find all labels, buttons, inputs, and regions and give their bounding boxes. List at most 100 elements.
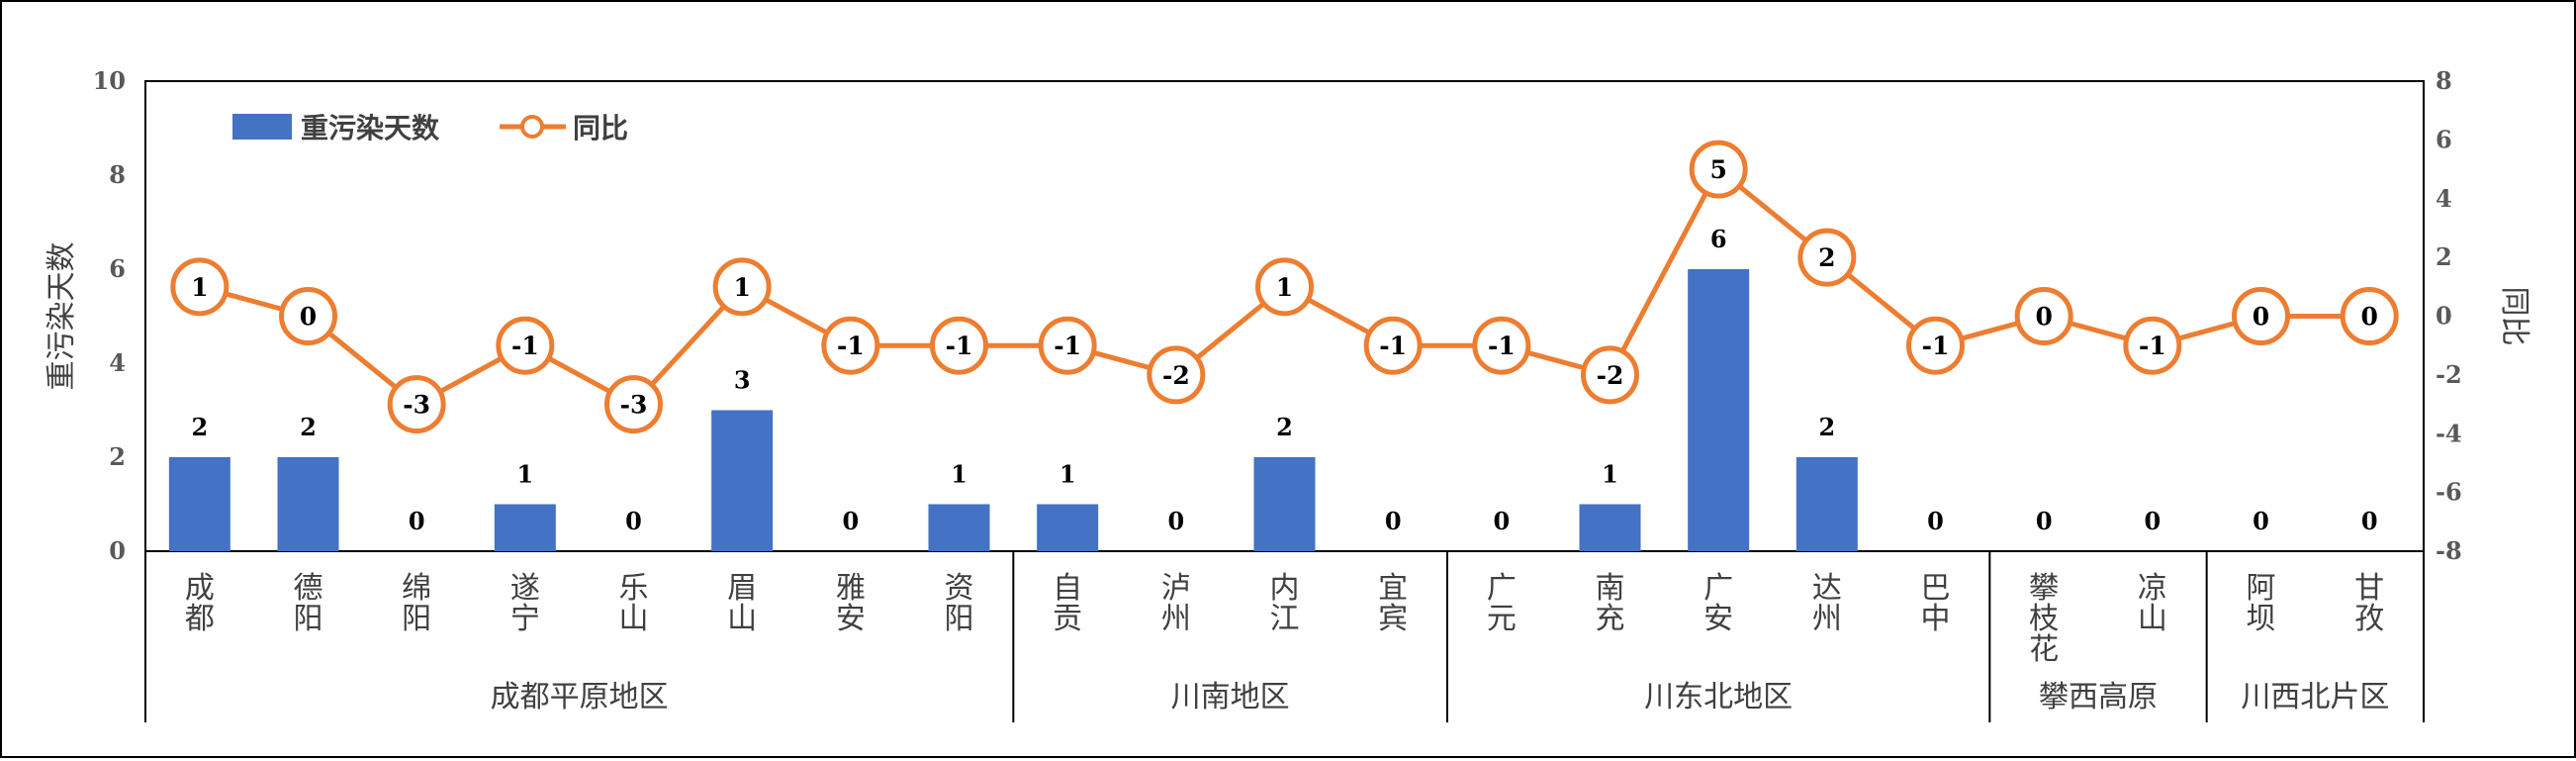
bar	[494, 504, 556, 551]
yoy-marker	[1472, 316, 1531, 375]
yoy-marker	[1147, 345, 1206, 405]
legend-label-line: 同比	[573, 112, 628, 144]
yoy-value-label: -3	[620, 391, 648, 420]
bar-value-label: 3	[734, 366, 751, 395]
yoy-value-label: -1	[946, 332, 973, 360]
x-category-label: 州	[1812, 602, 1842, 636]
x-category-label: 充	[1596, 602, 1625, 636]
bar-value-label: 2	[300, 413, 317, 441]
x-category-label: 江	[1270, 602, 1300, 636]
y-right-tick-label: -2	[2436, 360, 2462, 389]
x-category-label: 成	[185, 571, 215, 606]
x-category-label: 山	[619, 602, 649, 636]
yoy-marker	[712, 257, 772, 317]
y-right-tick-label: 0	[2436, 302, 2452, 331]
x-category-label: 宁	[510, 602, 540, 636]
x-category-label: 自	[1053, 571, 1082, 606]
x-category-label: 贡	[1053, 602, 1082, 636]
yoy-marker	[1038, 316, 1097, 375]
bar	[928, 504, 990, 551]
yoy-marker	[1906, 316, 1965, 375]
y-left-tick-label: 10	[93, 66, 126, 95]
legend-bar-swatch	[232, 114, 292, 140]
x-category-label: 甘	[2354, 571, 2384, 606]
yoy-marker	[2123, 316, 2182, 375]
x-category-label: 阳	[402, 602, 431, 636]
yoy-value-label: 0	[2253, 303, 2269, 332]
y-right-tick-label: -4	[2436, 419, 2462, 447]
x-category-label: 南	[1596, 571, 1625, 606]
x-category-label: 州	[1161, 602, 1191, 636]
yoy-value-label: -1	[1922, 332, 1950, 360]
yoy-value-label: 1	[191, 273, 208, 302]
yoy-value-label: 5	[1709, 155, 1726, 184]
yoy-marker	[604, 375, 663, 434]
x-category-label: 广	[1487, 571, 1517, 606]
bar-value-label: 0	[842, 507, 859, 535]
yoy-marker	[2232, 287, 2290, 345]
x-category-label: 德	[294, 571, 323, 606]
yoy-marker	[821, 316, 880, 375]
bar-value-label: 0	[2361, 507, 2378, 535]
x-category-label: 眉	[727, 571, 757, 606]
x-category-label: 安	[1703, 602, 1733, 636]
bar-value-label: 0	[1167, 507, 1184, 535]
bar-value-label: 0	[2144, 507, 2161, 535]
bar	[168, 457, 230, 551]
yoy-marker	[170, 257, 230, 317]
x-category-label: 山	[2138, 602, 2167, 636]
bar-value-label: 0	[1385, 507, 1402, 535]
yoy-marker	[1255, 257, 1314, 317]
x-category-label: 宜	[1378, 571, 1408, 606]
bar	[1688, 269, 1750, 551]
x-category-label: 乐	[619, 571, 649, 606]
yoy-value-label: -1	[1488, 332, 1516, 360]
bar-value-label: 0	[409, 507, 425, 535]
legend: 重污染天数 同比	[232, 112, 628, 144]
region-label: 川西北片区	[2241, 680, 2389, 714]
y-right-tick-label: -8	[2436, 536, 2462, 565]
y-right-tick-label: 2	[2436, 242, 2452, 271]
x-category-label: 都	[185, 602, 215, 636]
bar	[1037, 504, 1099, 551]
yoy-value-label: 0	[300, 303, 317, 332]
x-category-label: 山	[727, 602, 757, 636]
bar	[1795, 457, 1858, 551]
bar-value-label: 0	[1927, 507, 1944, 535]
bar-value-label: 6	[1710, 225, 1727, 253]
bar-value-label: 1	[1059, 460, 1076, 489]
yoy-value-label: -3	[403, 391, 430, 420]
x-category-label: 凉	[2138, 571, 2167, 606]
yoy-value-label: 1	[1276, 273, 1293, 302]
y-left-tick-label: 2	[109, 442, 126, 471]
bar-value-label: 1	[951, 460, 967, 489]
yoy-value-label: -1	[2139, 332, 2166, 360]
bar-value-label: 0	[1493, 507, 1510, 535]
bar-value-label: 2	[1818, 413, 1835, 441]
x-category-label: 广	[1703, 571, 1733, 606]
bar	[1253, 457, 1316, 551]
yoy-value-label: 1	[733, 273, 750, 302]
region-label: 成都平原地区	[491, 680, 669, 714]
bar	[711, 410, 774, 551]
y-right-tick-label: 4	[2436, 184, 2452, 213]
y-right-tick-label: 8	[2436, 66, 2452, 95]
bar-series	[168, 269, 1858, 551]
x-category-label: 坝	[2247, 602, 2276, 636]
bar-value-label: 0	[2036, 507, 2053, 535]
bar	[1579, 504, 1641, 551]
x-category-label: 枝	[2029, 602, 2059, 636]
yoy-value-label: -1	[511, 332, 539, 360]
x-category-label: 攀	[2029, 571, 2059, 606]
legend-line-marker	[520, 115, 544, 139]
yoy-marker	[2014, 287, 2073, 345]
yoy-value-label: 0	[2035, 303, 2052, 332]
yoy-marker	[1689, 140, 1748, 199]
x-category-label: 资	[945, 571, 974, 606]
y-left-tick-label: 4	[109, 348, 126, 377]
yoy-marker	[1797, 228, 1857, 287]
y-right-tick-label: 6	[2436, 125, 2452, 153]
bar-value-label: 2	[1276, 413, 1293, 441]
